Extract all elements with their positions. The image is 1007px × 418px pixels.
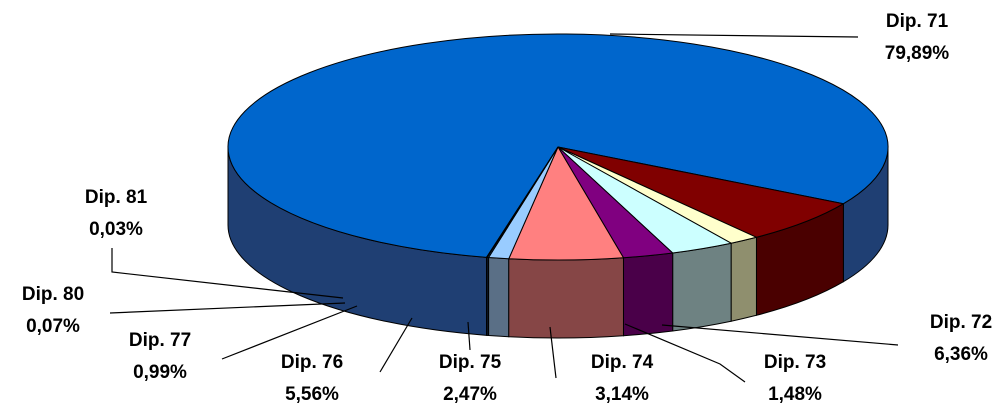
leader-line-dip-73 xyxy=(624,323,746,383)
slice-label-value-dip-76: 5,56% xyxy=(285,384,339,405)
pie-slice-dip-81 xyxy=(486,146,559,258)
pie-side-dip-76 xyxy=(508,257,624,339)
slice-label-name-dip-75: Dip. 75 xyxy=(439,352,502,373)
slice-label-name-dip-71: Dip. 71 xyxy=(886,11,949,32)
label-leader-lines xyxy=(109,33,899,383)
leader-line-dip-72 xyxy=(661,324,899,346)
leader-line-dip-77 xyxy=(221,305,358,360)
leader-line-dip-80 xyxy=(109,302,346,314)
slice-label-name-dip-80: Dip. 80 xyxy=(22,284,84,305)
slice-label-value-dip-80: 0,07% xyxy=(26,316,80,337)
pie-side-dip-74 xyxy=(672,242,732,332)
pie-side-dip-77 xyxy=(488,256,510,338)
slice-label-value-dip-77: 0,99% xyxy=(133,362,187,383)
pie-slice-dip-71 xyxy=(227,33,889,258)
leader-line-dip-75 xyxy=(467,321,471,351)
slice-label-value-dip-72: 6,36% xyxy=(934,344,988,365)
pie-side-dip-75 xyxy=(622,252,674,337)
slice-label-name-dip-74: Dip. 74 xyxy=(591,352,654,373)
pie-side-dip-73 xyxy=(730,236,757,322)
slice-label-value-dip-73: 1,48% xyxy=(768,384,822,405)
slice-label-value-dip-75: 2,47% xyxy=(443,384,497,405)
slice-label-name-dip-81: Dip. 81 xyxy=(85,187,148,208)
leader-line-dip-76 xyxy=(379,317,413,373)
leader-line-dip-71 xyxy=(609,33,859,38)
slice-label-value-dip-81: 0,03% xyxy=(89,219,143,240)
leader-line-dip-74 xyxy=(549,326,557,379)
pie-slice-dip-72 xyxy=(557,146,844,238)
pie-top-faces xyxy=(227,33,889,261)
slice-label-value-dip-74: 3,14% xyxy=(595,384,649,405)
slice-label-name-dip-72: Dip. 72 xyxy=(930,312,992,333)
slice-label-name-dip-73: Dip. 73 xyxy=(764,352,826,373)
leader-line-dip-81 xyxy=(111,248,344,299)
slice-label-name-dip-77: Dip. 77 xyxy=(129,330,191,351)
slice-labels: Dip. 71 79,89% Dip. 72 6,36% Dip. 73 1,48% Dip… xyxy=(22,11,992,405)
slice-label-value-dip-71: 79,89% xyxy=(885,43,950,64)
slice-label-name-dip-76: Dip. 76 xyxy=(281,352,343,373)
pie-side-walls xyxy=(227,146,889,339)
